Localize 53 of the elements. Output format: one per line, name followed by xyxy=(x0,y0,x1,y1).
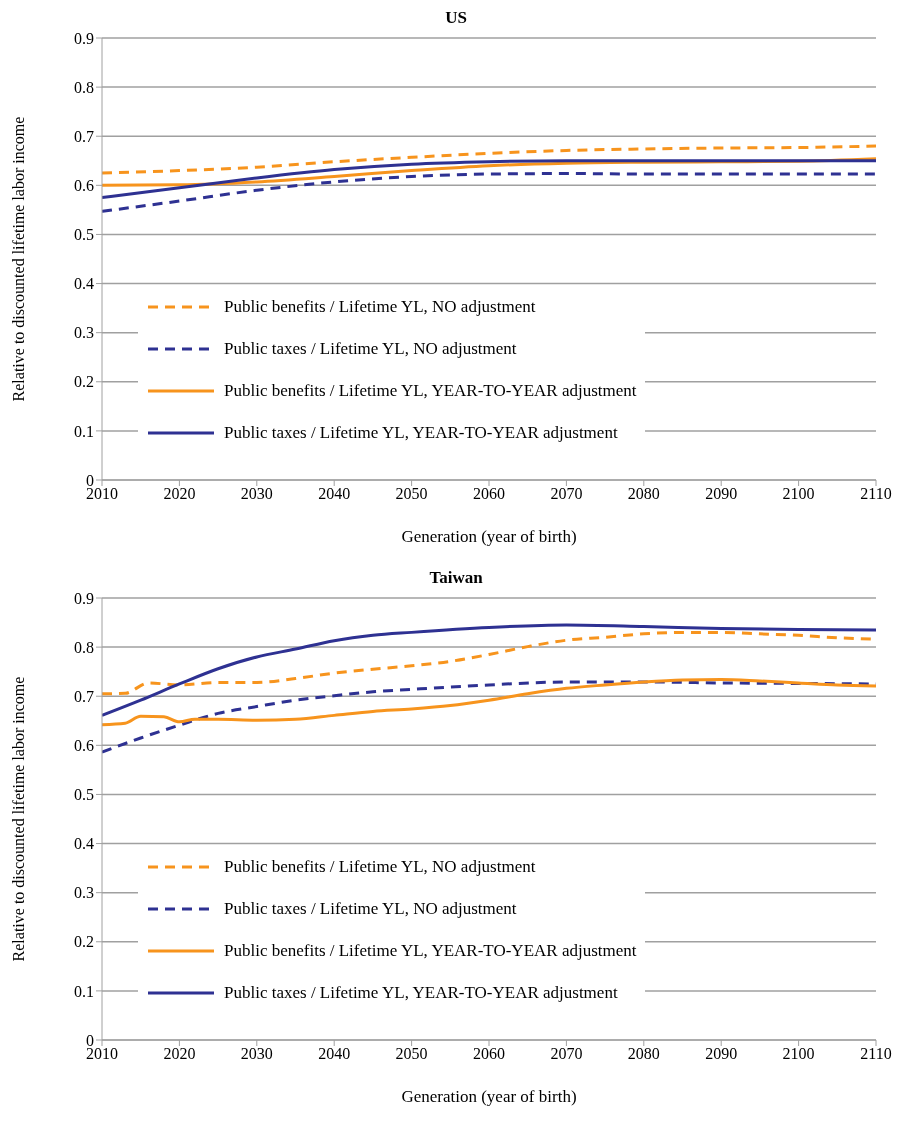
chart-title: US xyxy=(444,8,468,29)
x-tick-label: 2050 xyxy=(395,485,428,503)
x-axis-title: Generation (year of birth) xyxy=(401,1087,577,1106)
y-tick-label: 0.2 xyxy=(74,373,94,391)
x-tick-label: 2020 xyxy=(163,1045,196,1063)
x-tick-label: 2100 xyxy=(782,485,815,503)
x-tick-label: 2060 xyxy=(473,1045,505,1063)
x-tick-label: 2080 xyxy=(627,1045,660,1063)
y-tick-label: 0.5 xyxy=(74,226,94,244)
x-tick-label: 2030 xyxy=(240,485,273,503)
x-tick-label: 2060 xyxy=(473,485,505,503)
y-tick-label: 0.4 xyxy=(74,835,94,853)
y-tick-label: 0.7 xyxy=(74,127,94,145)
y-tick-label: 0.5 xyxy=(74,786,94,804)
x-tick-label: 2070 xyxy=(550,1045,583,1063)
x-tick-label: 2040 xyxy=(318,485,351,503)
y-tick-label: 0.4 xyxy=(74,275,94,293)
y-tick-label: 0.3 xyxy=(74,884,94,902)
y-tick-label: 0.6 xyxy=(74,737,94,755)
legend-label: Public taxes / Lifetime YL, NO adjustment xyxy=(224,339,517,359)
legend-label: Public benefits / Lifetime YL, NO adjustment xyxy=(224,297,536,317)
x-tick-label: 2050 xyxy=(395,1045,428,1063)
x-tick-label: 2040 xyxy=(318,1045,351,1063)
y-tick-label: 0.2 xyxy=(74,933,94,951)
x-tick-label: 2070 xyxy=(550,485,583,503)
y-axis-title: Relative to discounted lifetime labor income xyxy=(9,116,27,402)
y-tick-label: 0.7 xyxy=(74,687,94,705)
x-tick-label: 2030 xyxy=(240,1045,273,1063)
line-series xyxy=(102,144,876,175)
legend-label: Public taxes / Lifetime YL, YEAR-TO-YEAR adjustment xyxy=(224,423,618,443)
y-tick-label: 0.9 xyxy=(74,29,94,47)
legend-label: Public benefits / Lifetime YL, NO adjustment xyxy=(224,857,536,877)
y-tick-label: 0.6 xyxy=(74,177,94,195)
x-tick-label: 2020 xyxy=(163,485,196,503)
y-tick-label: 0.9 xyxy=(74,589,94,607)
x-tick-label: 2100 xyxy=(782,1045,815,1063)
y-tick-label: 0.3 xyxy=(74,324,94,342)
x-tick-label: 2090 xyxy=(705,1045,738,1063)
y-axis-title: Relative to discounted lifetime labor income xyxy=(9,676,27,962)
x-tick-label: 2110 xyxy=(860,485,892,503)
y-tick-label: 0.8 xyxy=(74,78,94,96)
y-tick-label: 0.8 xyxy=(74,638,94,656)
legend-label: Public taxes / Lifetime YL, NO adjustment xyxy=(224,899,517,919)
x-axis-title: Generation (year of birth) xyxy=(401,527,577,546)
y-tick-label: 0.1 xyxy=(74,422,94,440)
x-tick-label: 2080 xyxy=(627,485,660,503)
x-tick-label: 2110 xyxy=(860,1045,892,1063)
legend-label: Public benefits / Lifetime YL, YEAR-TO-YEAR adjustment xyxy=(224,941,637,961)
y-tick-label: 0.1 xyxy=(74,982,94,1000)
x-tick-label: 2090 xyxy=(705,485,738,503)
legend-label: Public benefits / Lifetime YL, YEAR-TO-YEAR adjustment xyxy=(224,381,637,401)
chart-title: Taiwan xyxy=(428,568,484,589)
legend-label: Public taxes / Lifetime YL, YEAR-TO-YEAR adjustment xyxy=(224,983,618,1003)
